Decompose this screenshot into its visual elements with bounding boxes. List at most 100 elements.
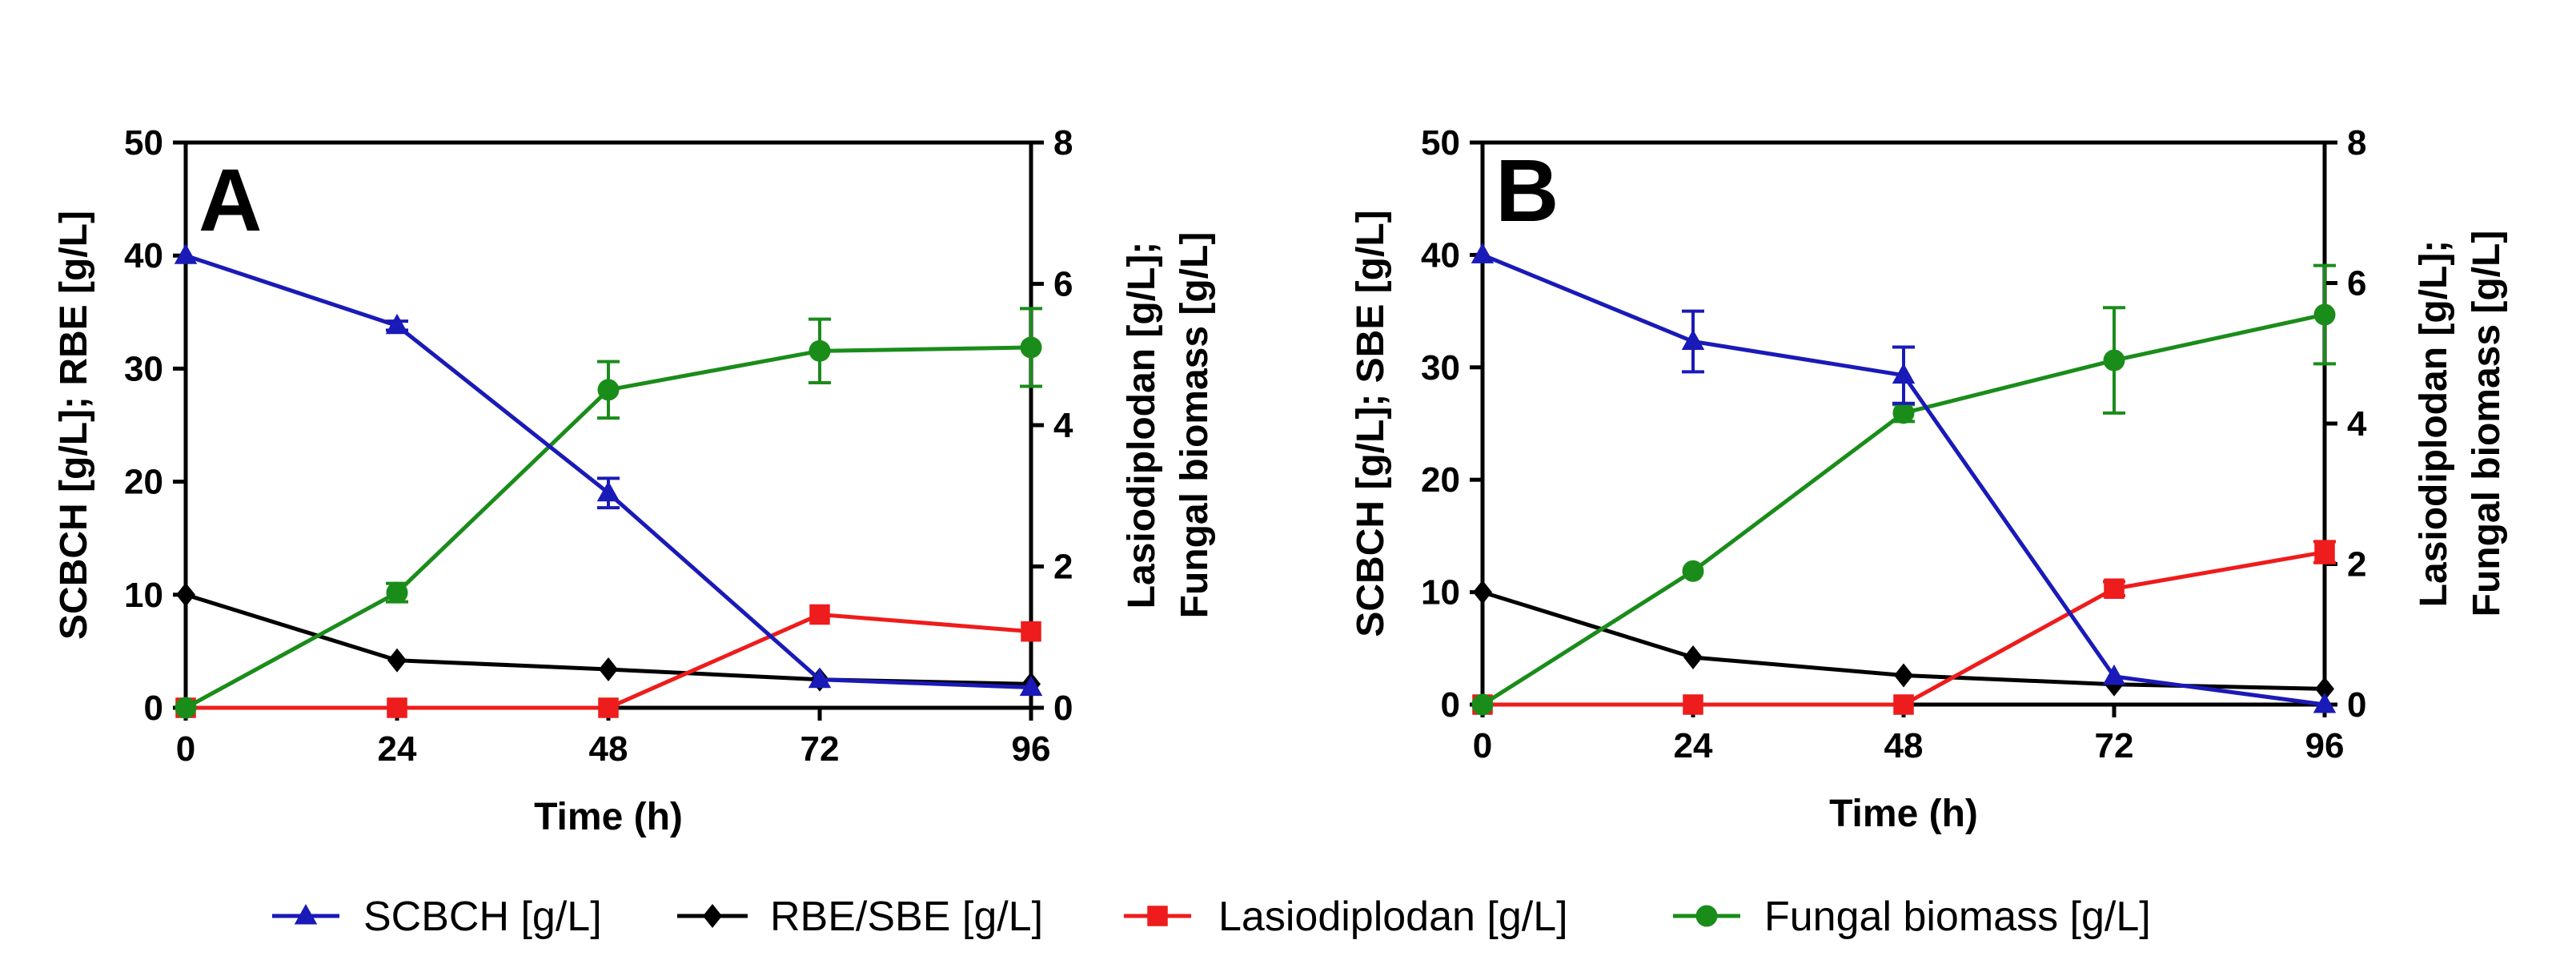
data-point — [1471, 693, 1494, 716]
data-point — [174, 243, 198, 264]
legend-item-scbch-g-l: SCBCH [g/L] — [272, 894, 602, 940]
panel-letter: A — [199, 151, 262, 250]
legend-label: RBE/SBE [g/L] — [770, 894, 1043, 940]
x-tick-label: 24 — [378, 729, 417, 769]
y-right-axis-title-line-1: Lasiodiplodan [g/L]; — [1121, 242, 1163, 609]
y-right-tick-label: 2 — [1053, 548, 1073, 587]
legend-label: Lasiodiplodan [g/L] — [1218, 894, 1568, 940]
y-left-axis-title: SCBCH [g/L]; RBE [g/L] — [53, 211, 95, 640]
data-point — [1892, 402, 1915, 424]
panel-letter: B — [1495, 142, 1559, 240]
data-point — [2104, 578, 2125, 599]
data-point — [2313, 303, 2336, 326]
y-left-tick-label: 40 — [1421, 235, 1460, 275]
x-tick-label: 96 — [1012, 729, 1051, 769]
legend-item-fungal-biomass-g-l: Fungal biomass [g/L] — [1673, 894, 2151, 940]
data-point — [809, 604, 830, 625]
y-right-tick-label: 4 — [2347, 404, 2367, 444]
x-tick-label: 96 — [2305, 726, 2345, 765]
y-right-tick-label: 0 — [2347, 685, 2366, 725]
data-point — [387, 697, 407, 718]
legend: SCBCH [g/L] RBE/SBE [g/L] Lasiodiplodan [g… — [272, 894, 2151, 940]
data-point — [599, 657, 618, 681]
data-point — [385, 313, 409, 335]
y-right-axis-title-line-1: Lasiodiplodan [g/L]; — [2413, 240, 2455, 608]
data-point — [1894, 663, 1913, 688]
series-rbe-sbe-g-l — [176, 582, 1041, 697]
y-right-tick-label: 6 — [2347, 264, 2366, 303]
x-tick-label: 24 — [1674, 726, 1713, 765]
legend-marker — [1147, 906, 1168, 926]
x-tick-label: 0 — [1473, 726, 1492, 765]
y-right-tick-label: 8 — [1053, 123, 1073, 163]
series-scbch-g-l — [1471, 243, 2337, 713]
y-right-axis-title-line-2: Fungal biomass [g/L] — [2466, 231, 2508, 617]
data-point — [176, 582, 195, 607]
series-lasiodiplodan-g-l — [1472, 540, 2336, 715]
data-point — [1892, 363, 1916, 384]
data-point — [2103, 349, 2125, 372]
y-right-tick-label: 0 — [1053, 689, 1073, 728]
x-tick-label: 0 — [176, 729, 195, 769]
data-point — [2313, 693, 2337, 713]
x-axis-title: Time (h) — [1829, 793, 1978, 835]
data-point — [598, 697, 619, 718]
y-right-tick-label: 6 — [1053, 265, 1073, 304]
data-point — [387, 648, 407, 673]
legend-item-rbe-sbe-g-l: RBE/SBE [g/L] — [677, 894, 1043, 940]
data-point — [1019, 675, 1043, 697]
legend-marker — [703, 904, 722, 928]
data-point — [1021, 621, 1041, 642]
data-point — [597, 379, 620, 401]
data-point — [1683, 694, 1703, 715]
y-left-tick-label: 50 — [124, 123, 163, 163]
data-point — [1681, 329, 1705, 351]
y-left-tick-label: 0 — [1441, 685, 1460, 725]
data-point — [1471, 243, 1495, 263]
data-point — [1473, 580, 1492, 605]
data-point — [1893, 694, 1914, 715]
x-tick-label: 72 — [2095, 726, 2134, 765]
y-right-axis-title-line-2: Fungal biomass [g/L] — [1174, 232, 1216, 619]
y-right-tick-label: 4 — [1053, 406, 1073, 445]
legend-label: Fungal biomass [g/L] — [1764, 894, 2151, 940]
data-point — [1682, 560, 1704, 582]
y-left-tick-label: 10 — [124, 576, 163, 615]
data-point — [2102, 664, 2126, 685]
data-point — [809, 339, 831, 362]
data-point — [808, 667, 832, 689]
y-left-tick-label: 50 — [1421, 123, 1460, 163]
series-fungal-biomass-g-l — [1471, 263, 2336, 716]
x-axis-title: Time (h) — [534, 796, 683, 838]
data-point — [2314, 541, 2335, 563]
x-tick-label: 48 — [589, 729, 628, 769]
data-point — [596, 480, 620, 502]
data-point — [386, 581, 408, 604]
series-line — [1482, 253, 2325, 707]
data-point — [2315, 677, 2334, 701]
series-scbch-g-l — [174, 243, 1043, 697]
y-right-tick-label: 2 — [2347, 545, 2366, 584]
data-point — [1683, 645, 1703, 670]
legend-item-lasiodiplodan-g-l: Lasiodiplodan [g/L] — [1124, 894, 1568, 940]
y-left-axis-title: SCBCH [g/L]; SBE [g/L] — [1350, 210, 1392, 637]
series-rbe-sbe-g-l — [1473, 580, 2334, 701]
y-left-tick-label: 10 — [1421, 573, 1460, 613]
y-left-tick-label: 30 — [124, 349, 163, 388]
x-tick-label: 48 — [1884, 726, 1924, 765]
y-left-tick-label: 20 — [124, 463, 163, 502]
legend-marker — [294, 904, 318, 925]
y-right-tick-label: 8 — [2347, 123, 2366, 163]
data-point — [1020, 336, 1042, 359]
data-point — [175, 697, 197, 719]
y-left-tick-label: 40 — [124, 236, 163, 275]
x-tick-label: 72 — [800, 729, 840, 769]
y-left-tick-label: 30 — [1421, 348, 1460, 388]
legend-label: SCBCH [g/L] — [363, 894, 602, 940]
legend-marker — [1695, 905, 1718, 927]
y-left-tick-label: 20 — [1421, 460, 1460, 500]
y-left-tick-label: 0 — [144, 689, 163, 728]
